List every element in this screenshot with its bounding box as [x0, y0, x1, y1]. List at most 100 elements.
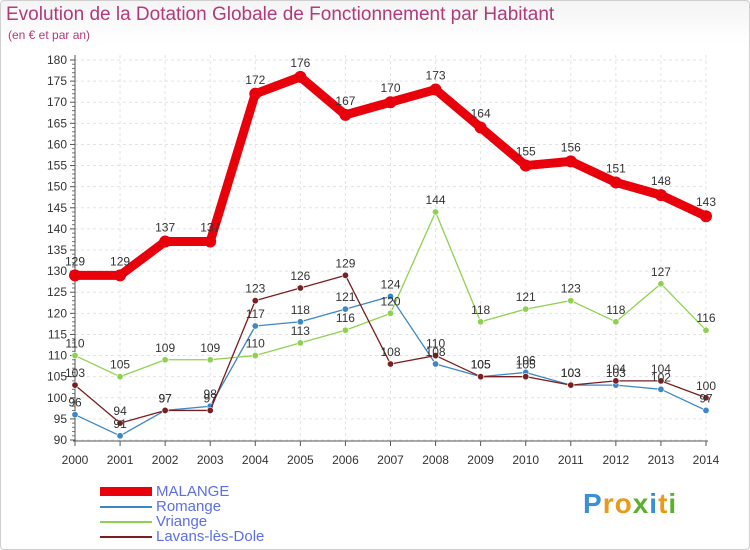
data-label-vriange: 121 [516, 290, 536, 304]
data-label-romange: 121 [335, 290, 355, 304]
data-point-vriange [657, 280, 665, 288]
data-label-lavans-l-s-dole: 126 [290, 269, 310, 283]
proxiti-logo: Proxiti [583, 488, 677, 520]
data-label-lavans-l-s-dole: 103 [561, 366, 581, 380]
data-point-lavans-l-s-dole [386, 360, 394, 368]
data-point-romange [702, 406, 710, 414]
data-label-malange: 155 [516, 145, 536, 159]
data-label-romange: 117 [246, 307, 265, 321]
data-label-vriange: 110 [65, 337, 84, 351]
legend-swatch [100, 536, 152, 538]
data-label-romange: 106 [516, 353, 536, 367]
data-point-lavans-l-s-dole [71, 381, 79, 389]
data-point-malange [249, 87, 262, 100]
data-label-lavans-l-s-dole: 97 [158, 391, 172, 405]
data-label-romange: 91 [113, 417, 127, 431]
x-tick-label: 2002 [152, 453, 179, 467]
data-point-lavans-l-s-dole [341, 271, 349, 279]
data-label-vriange: 116 [696, 311, 715, 325]
data-label-lavans-l-s-dole: 94 [113, 404, 127, 418]
logo-letter: r [602, 488, 615, 519]
data-label-romange: 108 [426, 345, 446, 359]
legend-swatch [100, 506, 152, 508]
data-point-malange [429, 83, 442, 96]
data-label-lavans-l-s-dole: 129 [335, 256, 355, 270]
data-point-malange [384, 96, 397, 109]
legend-item-romange: Romange [100, 498, 340, 516]
series-layer [69, 70, 712, 440]
x-tick-label: 2005 [287, 453, 314, 467]
y-tick-label: 100 [47, 391, 67, 405]
data-point-lavans-l-s-dole [612, 377, 620, 385]
data-label-vriange: 120 [380, 294, 400, 308]
chart-title: Evolution de la Dotation Globale de Fonc… [6, 4, 555, 25]
data-label-romange: 98 [204, 387, 218, 401]
data-point-vriange [522, 305, 530, 313]
legend: MALANGE Romange Vriange Lavans-lès-Dole [100, 484, 340, 546]
x-tick-label: 2013 [648, 453, 675, 467]
data-label-malange: 151 [606, 161, 626, 175]
data-point-vriange [567, 297, 575, 305]
data-point-lavans-l-s-dole [251, 297, 259, 305]
data-point-vriange [386, 309, 394, 317]
data-label-malange: 172 [245, 73, 265, 87]
x-tick-label: 2004 [242, 453, 269, 467]
x-tick-label: 2007 [377, 453, 404, 467]
x-axis: 2000 2001 2002 2003 2004 2005 2006 2007 2008 2009… [62, 440, 720, 467]
data-label-romange: 102 [651, 370, 671, 384]
data-label-romange: 118 [291, 303, 310, 317]
logo-letter: t [658, 488, 669, 519]
x-tick-label: 2012 [603, 453, 630, 467]
y-tick-label: 110 [48, 349, 67, 363]
data-label-malange: 173 [426, 69, 446, 83]
data-point-malange [654, 189, 667, 202]
y-tick-label: 120 [47, 306, 67, 320]
data-label-malange: 137 [155, 221, 175, 235]
y-axis: 90 95 100 105 110 115 120 125 130 135 140 145 150 155… [47, 53, 76, 447]
data-label-vriange: 127 [651, 265, 671, 279]
data-point-malange [519, 159, 532, 172]
y-tick-label: 90 [54, 433, 68, 447]
data-point-vriange [296, 339, 304, 347]
data-point-lavans-l-s-dole [161, 406, 169, 414]
y-tick-label: 165 [47, 116, 67, 130]
data-point-malange [294, 70, 307, 83]
data-point-romange [296, 318, 304, 326]
data-point-romange [251, 322, 259, 330]
data-point-malange [204, 235, 217, 248]
legend-item-malange: MALANGE [100, 484, 340, 501]
y-tick-label: 105 [47, 370, 67, 384]
y-tick-label: 175 [47, 74, 67, 88]
data-label-vriange: 109 [200, 341, 220, 355]
data-point-vriange [702, 326, 710, 334]
data-label-vriange: 113 [291, 324, 310, 338]
data-point-vriange [341, 326, 349, 334]
data-point-vriange [161, 356, 169, 364]
y-tick-label: 145 [47, 201, 67, 215]
data-point-malange [114, 269, 127, 282]
x-tick-label: 2001 [107, 453, 134, 467]
data-point-lavans-l-s-dole [206, 406, 214, 414]
data-point-romange [432, 360, 440, 368]
logo-letter: i [649, 488, 659, 519]
data-point-vriange [116, 373, 124, 381]
data-point-romange [386, 292, 394, 300]
x-tick-label: 2011 [558, 453, 584, 467]
data-label-lavans-l-s-dole: 104 [606, 362, 626, 376]
data-point-lavans-l-s-dole [657, 377, 665, 385]
data-label-malange: 137 [200, 221, 220, 235]
data-label-malange: 164 [471, 107, 491, 121]
data-label-lavans-l-s-dole: 100 [696, 379, 716, 393]
legend-swatch [100, 521, 152, 523]
line-chart: 9095100105110115120125130135140145150155… [47, 53, 720, 467]
data-point-lavans-l-s-dole [522, 373, 530, 381]
data-label-vriange: 144 [426, 193, 446, 207]
data-point-vriange [477, 318, 485, 326]
legend-item-vriange: Vriange [100, 514, 340, 531]
data-point-malange [474, 121, 487, 134]
logo-letter: x [632, 488, 650, 519]
legend-label: Romange [156, 498, 222, 515]
data-label-vriange: 116 [336, 311, 355, 325]
y-tick-label: 95 [54, 412, 68, 426]
